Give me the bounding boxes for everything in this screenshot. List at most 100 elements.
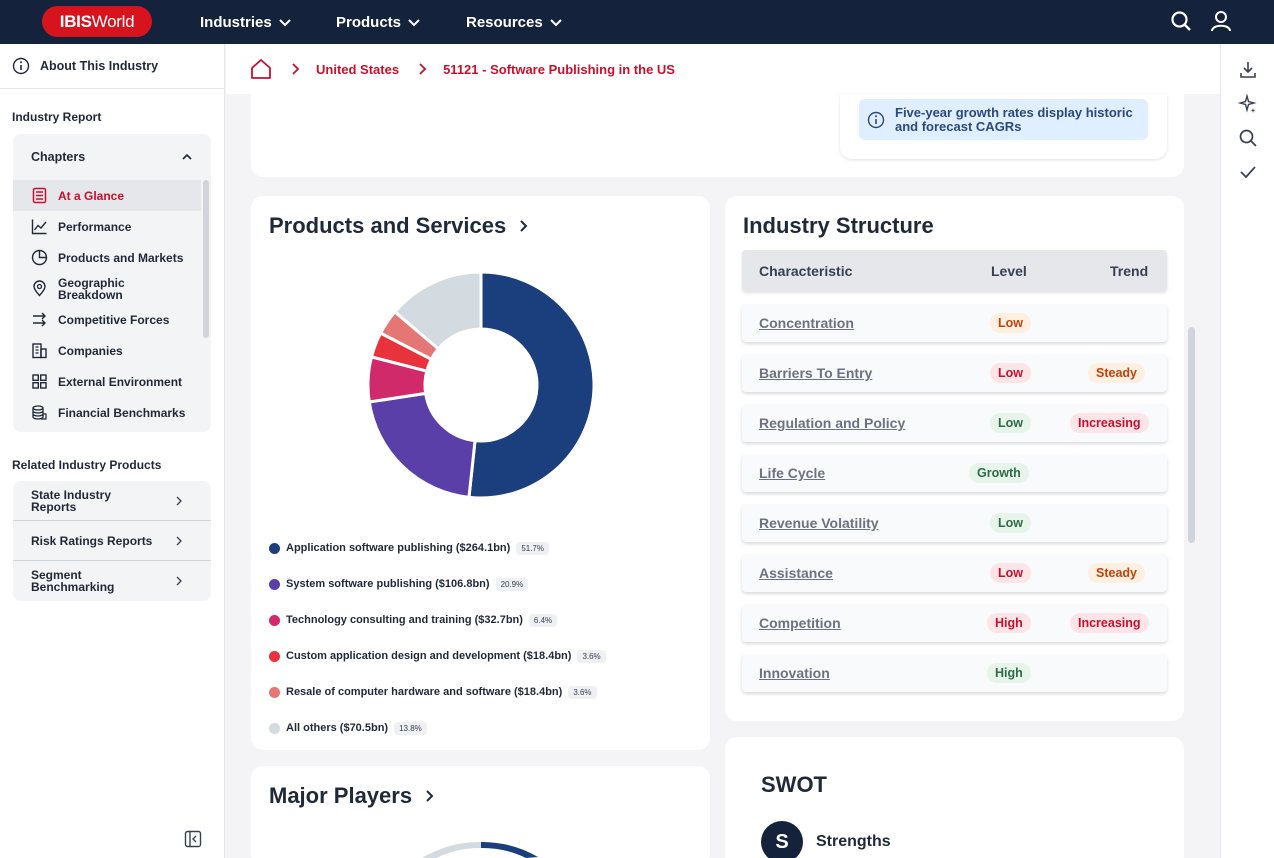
chevron-right-icon [426, 790, 434, 802]
chapter-at-a-glance[interactable]: At a Glance [13, 180, 201, 211]
legend-swatch [269, 578, 280, 590]
donut-slice[interactable] [392, 270, 483, 351]
characteristic-link[interactable]: Regulation and Policy [759, 415, 906, 431]
arrows-icon [33, 312, 46, 327]
structure-table-header: Characteristic Level Trend [742, 250, 1167, 291]
grid-icon [32, 374, 47, 389]
industry-structure-title: Industry Structure [743, 213, 934, 238]
chapter-products-and-markets[interactable]: Products and Markets [13, 242, 211, 273]
major-players-title[interactable]: Major Players [269, 783, 436, 809]
share-badge: 6.4% [528, 613, 558, 627]
related-products-panel: State Industry Reports Risk Ratings Repo… [13, 481, 211, 601]
swot-title: SWOT [761, 772, 827, 797]
chapter-competitive-forces[interactable]: Competitive Forces [13, 304, 211, 335]
map-pin-icon [33, 280, 46, 297]
share-badge: 3.6% [568, 685, 597, 699]
related-risk-ratings-reports[interactable]: Risk Ratings Reports [13, 521, 211, 561]
share-badge: 20.9% [495, 577, 529, 591]
chapters-scroll-thumb[interactable] [203, 180, 209, 338]
characteristic-link[interactable]: Revenue Volatility [759, 515, 879, 531]
trend-badge: Increasing [1070, 613, 1149, 633]
chevron-right-icon [176, 536, 182, 545]
legend-swatch [269, 542, 280, 554]
home-icon[interactable] [250, 58, 272, 80]
level-badge: Low [990, 513, 1031, 533]
level-badge: Low [990, 413, 1031, 433]
chapter-external-environment[interactable]: External Environment [13, 366, 211, 397]
top-navigation-bar: IBIS World Industries Products Resources [0, 0, 1274, 44]
breadcrumb-united-states[interactable]: United States [316, 61, 400, 77]
characteristic-link[interactable]: Life Cycle [759, 465, 826, 481]
related-state-industry-reports[interactable]: State Industry Reports [13, 481, 211, 521]
pie-chart-icon [31, 249, 48, 266]
chapter-financial-benchmarks[interactable]: Financial Benchmarks [13, 397, 211, 428]
chapter-geographic-breakdown[interactable]: Geographic Breakdown [13, 273, 211, 304]
related-segment-benchmarking[interactable]: Segment Benchmarking [13, 561, 211, 601]
nav-menu-products[interactable]: Products [336, 0, 421, 44]
structure-row-regulation: Regulation and Policy Low Increasing [742, 404, 1167, 442]
nav-menu-resources[interactable]: Resources [466, 0, 563, 44]
breadcrumb: United States 51121 - Software Publishin… [226, 44, 1220, 94]
trend-badge: Increasing [1070, 413, 1149, 433]
search-icon[interactable] [1238, 128, 1258, 148]
info-icon [867, 111, 885, 128]
collapse-sidebar-icon[interactable] [184, 830, 202, 848]
structure-row-assistance: Assistance Low Steady [742, 554, 1167, 592]
nav-menu-industries[interactable]: Industries [200, 0, 292, 44]
level-badge: Growth [969, 463, 1029, 483]
legend-item: All others ($70.5bn) 13.8% [269, 710, 699, 746]
legend-item: Custom application design and developmen… [269, 638, 699, 674]
chapter-performance[interactable]: Performance [13, 211, 211, 242]
left-sidebar: About This Industry Industry Report Chap… [0, 44, 225, 858]
level-badge: Low [990, 563, 1031, 583]
trend-badge: Steady [1088, 363, 1145, 383]
chevron-right-icon [292, 63, 300, 75]
structure-row-barriers-to-entry: Barriers To Entry Low Steady [742, 354, 1167, 392]
level-badge: High [987, 663, 1031, 683]
level-badge: Low [990, 363, 1031, 383]
search-icon[interactable] [1170, 10, 1192, 32]
main-scrollbar-thumb[interactable] [1188, 327, 1195, 543]
download-icon[interactable] [1238, 60, 1258, 80]
donut-slice[interactable] [467, 270, 596, 500]
related-products-heading: Related Industry Products [12, 458, 162, 472]
chevron-right-icon [176, 576, 182, 586]
structure-row-revenue-volatility: Revenue Volatility Low [742, 504, 1167, 542]
chapters-panel: Chapters At a Glance Performance Product… [13, 134, 211, 432]
legend-swatch [269, 650, 280, 662]
share-badge: 51.7% [516, 541, 549, 555]
user-account-icon[interactable] [1210, 10, 1232, 32]
breadcrumb-industry[interactable]: 51121 - Software Publishing in the US [443, 61, 675, 77]
characteristic-link[interactable]: Concentration [759, 315, 854, 331]
coins-icon [32, 405, 47, 420]
structure-row-innovation: Innovation High [742, 654, 1167, 692]
characteristic-link[interactable]: Innovation [759, 665, 830, 681]
legend-item: Application software publishing ($264.1b… [269, 530, 699, 566]
characteristic-link[interactable]: Competition [759, 615, 841, 631]
structure-row-life-cycle: Life Cycle Growth [742, 454, 1167, 492]
chapter-companies[interactable]: Companies [13, 335, 211, 366]
structure-row-concentration: Concentration Low [742, 304, 1167, 342]
trend-badge: Steady [1088, 563, 1145, 583]
products-and-services-title[interactable]: Products and Services [269, 213, 530, 239]
ibisworld-logo[interactable]: IBIS World [42, 6, 152, 37]
strengths-label[interactable]: Strengths [816, 833, 891, 850]
legend-item: System software publishing ($106.8bn) 20.… [269, 566, 699, 602]
level-badge: High [987, 613, 1031, 633]
checkmark-icon[interactable] [1238, 162, 1258, 182]
donut-slice[interactable] [367, 391, 477, 500]
chapters-toggle[interactable]: Chapters [13, 134, 211, 180]
cagr-info-note: Five-year growth rates display historic … [859, 99, 1148, 140]
about-this-industry-link[interactable]: About This Industry [0, 44, 224, 89]
chevron-right-icon [176, 496, 182, 505]
col-trend: Trend [1110, 263, 1149, 279]
level-badge: Low [990, 313, 1031, 333]
legend-swatch [269, 686, 280, 698]
structure-row-competition: Competition High Increasing [742, 604, 1167, 642]
col-characteristic: Characteristic [759, 263, 853, 279]
characteristic-link[interactable]: Assistance [759, 565, 833, 581]
characteristic-link[interactable]: Barriers To Entry [759, 365, 873, 381]
legend-item: Resale of computer hardware and software… [269, 674, 699, 710]
document-list-icon [32, 187, 47, 204]
ai-sparkle-icon[interactable] [1237, 93, 1258, 114]
